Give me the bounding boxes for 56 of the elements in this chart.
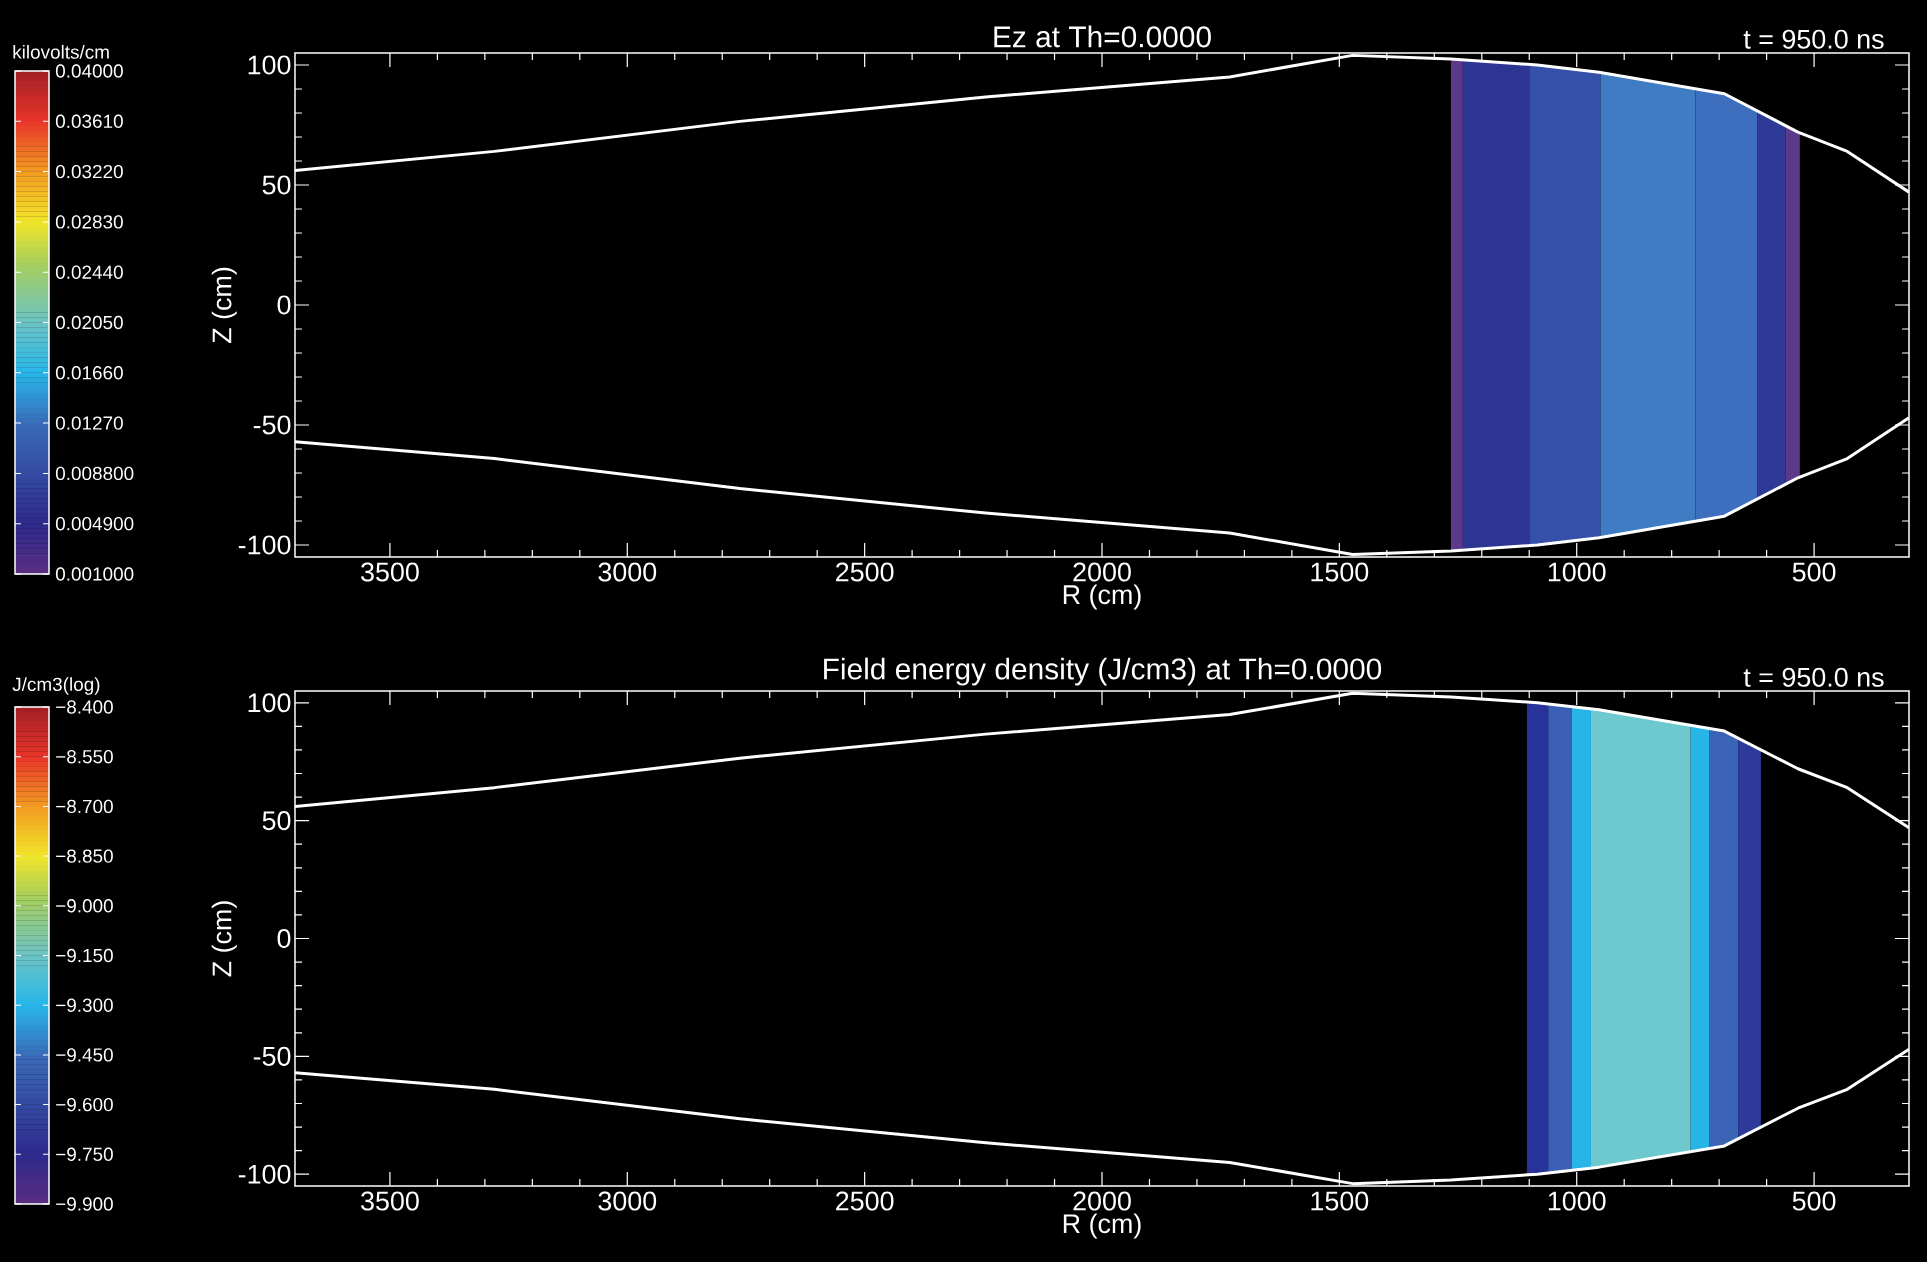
chart-title: Field energy density (J/cm3) at Th=0.0000 (824, 657, 1382, 686)
color-bar-label: −9.000 (56, 899, 113, 913)
y-tick-label: -50 (253, 1046, 291, 1066)
color-bar-label: 0.03220 (55, 164, 123, 179)
color-bar-label: 0.04000 (55, 64, 123, 78)
y-tick-label: 50 (262, 811, 291, 831)
x-tick-label: 3500 (361, 1191, 419, 1211)
color-bar-label: 0.03610 (55, 114, 123, 128)
x-tick-label: 3500 (361, 562, 419, 582)
y-tick-label: 0 (277, 928, 291, 949)
color-bar-label: −8.700 (56, 799, 113, 814)
text: t = 950.0 ns (1743, 29, 1884, 49)
color-bar-label: −9.900 (56, 1197, 113, 1211)
y-tick-label: -50 (253, 415, 291, 435)
color-bar-label: 0.02830 (55, 215, 123, 229)
x-tick-label: 1000 (1548, 562, 1606, 582)
color-bar-label: −9.600 (56, 1097, 113, 1112)
x-tick-label: 500 (1792, 562, 1836, 582)
x-tick-label: 1500 (1311, 1191, 1369, 1211)
color-bar-label: 0.02440 (55, 265, 123, 279)
x-tick-label: 1500 (1311, 562, 1369, 582)
chart-title: Ez at Th=0.0000 (994, 25, 1211, 48)
color-bar-label: 0.008800 (55, 466, 134, 481)
y-tick-label: -100 (238, 1164, 291, 1184)
y-axis-title: Z (cm) (211, 901, 237, 977)
color-bar-title: J/cm3(log) (12, 677, 100, 695)
color-bar-label: 0.001000 (55, 567, 134, 581)
y-tick-label: 50 (262, 175, 291, 195)
color-bar-label: −8.400 (56, 700, 113, 714)
color-bar-label: −9.450 (56, 1048, 113, 1062)
x-axis-title: R (cm) (1063, 584, 1141, 610)
y-axis-title: Z (cm) (211, 267, 237, 343)
x-tick-label: 1000 (1548, 1191, 1606, 1211)
color-bar-label: 0.004900 (55, 516, 134, 531)
color-bar-title: kilovolts/cm (13, 44, 109, 59)
y-tick-label: 100 (248, 693, 291, 713)
color-bar-label: 0.01660 (55, 366, 123, 380)
y-tick-label: 0 (277, 295, 291, 315)
x-axis-title: R (cm) (1063, 1213, 1141, 1239)
x-tick-label: 500 (1792, 1191, 1836, 1211)
color-bar-label: 0.02050 (55, 315, 123, 330)
color-bar-label: −9.300 (56, 998, 113, 1012)
x-tick-label: 3000 (598, 562, 657, 582)
color-bar-label: −8.550 (56, 749, 113, 764)
y-tick-label: 100 (248, 55, 291, 75)
y-tick-label: -100 (238, 535, 291, 555)
x-tick-label: 2000 (1073, 562, 1131, 582)
x-tick-label: 2500 (836, 562, 894, 582)
x-tick-label: 3000 (598, 1191, 657, 1211)
text: t = 950.0 ns (1743, 667, 1884, 687)
x-tick-label: 2000 (1073, 1191, 1131, 1211)
color-bar-label: −9.750 (56, 1147, 113, 1161)
color-bar-label: −9.150 (56, 948, 113, 963)
x-tick-label: 2500 (836, 1191, 894, 1211)
color-bar-label: 0.01270 (55, 416, 123, 430)
color-bar-label: −8.850 (56, 849, 113, 863)
